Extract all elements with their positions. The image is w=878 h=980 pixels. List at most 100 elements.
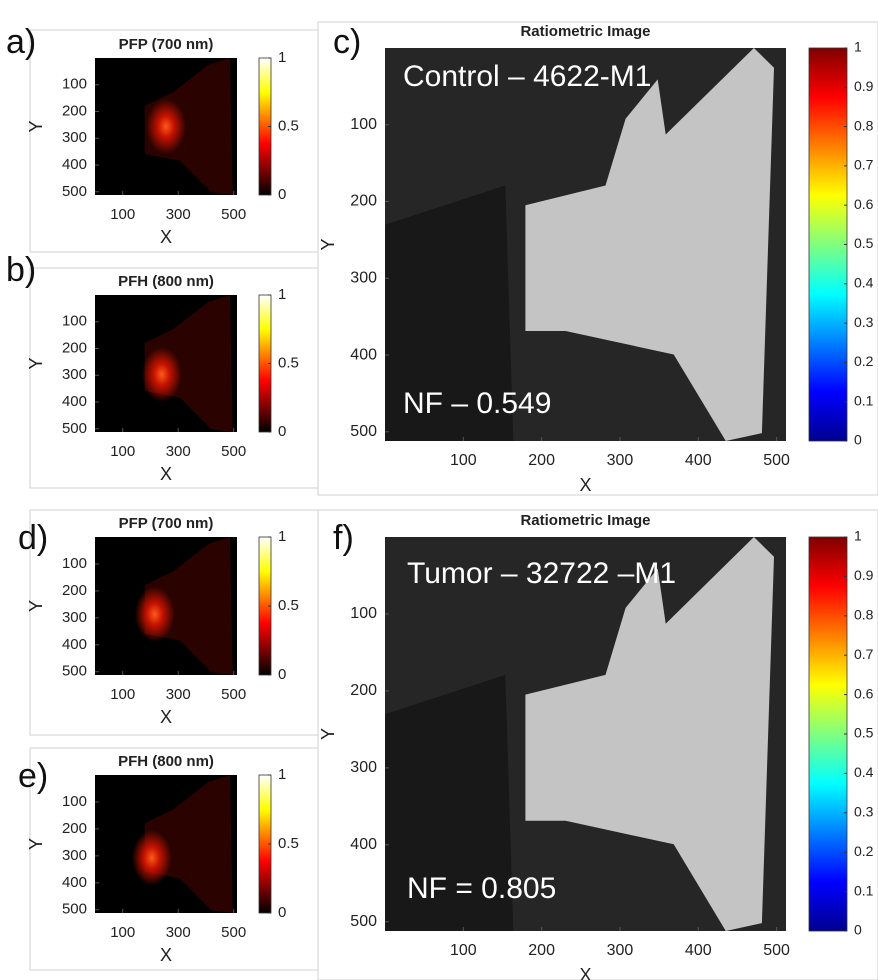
x-tick-label: 100 [110, 686, 135, 703]
tissue [525, 48, 774, 441]
colorbar-tick-label: 0.9 [854, 78, 874, 94]
chart-title: PFP (700 nm) [119, 515, 214, 532]
colorbar-tick-label: 0 [278, 904, 286, 921]
x-axis-label: X [160, 227, 172, 247]
tissue [144, 775, 233, 913]
x-tick-label: 500 [221, 206, 246, 223]
y-tick-label: 400 [350, 346, 377, 363]
colorbar-tick-label: 0.5 [278, 835, 299, 852]
x-tick-label: 400 [685, 942, 712, 959]
annotation: NF – 0.549 [403, 387, 551, 420]
y-tick-label: 500 [62, 663, 87, 680]
chart-title: PFP (700 nm) [119, 36, 214, 53]
x-tick-label: 100 [450, 942, 477, 959]
y-tick-label: 100 [350, 116, 377, 133]
x-axis-label: X [160, 945, 172, 965]
y-tick-label: 100 [62, 76, 87, 93]
colorbar-tick-label: 0 [278, 666, 286, 683]
y-tick-label: 300 [350, 269, 377, 286]
chart-title: PFH (800 nm) [118, 273, 214, 290]
colorbar-tick-label: 0 [854, 922, 862, 938]
colorbar-tick-label: 0.3 [854, 314, 874, 330]
panel-label: b) [6, 251, 36, 289]
y-tick-label: 100 [62, 793, 87, 810]
x-tick-label: 500 [763, 942, 790, 959]
y-tick-label: 500 [350, 423, 377, 440]
annotation: Tumor – 32722 –M1 [407, 557, 676, 590]
annotation: NF = 0.805 [407, 872, 556, 905]
colorbar-tick-label: 1 [854, 39, 862, 55]
y-tick-label: 500 [350, 913, 377, 930]
y-tick-label: 300 [350, 759, 377, 776]
colorbar-tick-label: 1 [278, 766, 286, 783]
signal [146, 99, 186, 154]
colorbar-tick-label: 0.5 [278, 354, 299, 371]
colorbar-tick-label: 0 [278, 186, 286, 203]
y-axis-label: Y [26, 600, 46, 612]
x-tick-label: 400 [685, 452, 712, 469]
y-tick-label: 400 [62, 393, 87, 410]
x-tick-label: 200 [528, 942, 555, 959]
colorbar-tick-label: 0.8 [854, 607, 874, 623]
colorbar-tick-label: 0.7 [854, 646, 874, 662]
chart-title: Ratiometric Image [520, 23, 650, 40]
x-axis-label: X [579, 965, 591, 980]
y-tick-label: 200 [62, 339, 87, 356]
x-tick-label: 100 [450, 452, 477, 469]
y-axis-label: Y [26, 120, 46, 132]
y-tick-label: 200 [62, 582, 87, 599]
x-tick-label: 300 [166, 206, 191, 223]
tissue [525, 537, 774, 931]
y-tick-label: 200 [62, 102, 87, 119]
signal [141, 347, 182, 402]
colorbar-tick-label: 0 [854, 432, 862, 448]
x-tick-label: 300 [607, 452, 634, 469]
colorbar-tick-label: 0.6 [854, 196, 874, 212]
y-axis-label: Y [318, 728, 338, 740]
x-tick-label: 500 [221, 443, 246, 460]
tissue [144, 295, 233, 432]
y-tick-label: 500 [62, 183, 87, 200]
y-tick-label: 400 [62, 636, 87, 653]
y-tick-label: 400 [62, 874, 87, 891]
x-tick-label: 300 [166, 686, 191, 703]
annotation: Control – 4622-M1 [403, 60, 651, 93]
y-axis-label: Y [26, 357, 46, 369]
y-tick-label: 100 [62, 555, 87, 572]
colorbar-tick-label: 0.4 [854, 764, 874, 780]
panel-frame [317, 21, 878, 496]
colorbar-tick-label: 0.5 [278, 117, 299, 134]
colorbar-tick-label: 0.5 [854, 235, 874, 251]
colorbar [808, 47, 848, 442]
cloth [385, 185, 514, 441]
x-tick-label: 300 [166, 443, 191, 460]
y-tick-label: 300 [62, 366, 87, 383]
x-tick-label: 500 [763, 452, 790, 469]
y-axis-label: Y [26, 838, 46, 850]
x-tick-label: 500 [221, 686, 246, 703]
y-tick-label: 500 [62, 420, 87, 437]
y-tick-label: 400 [62, 156, 87, 173]
y-tick-label: 500 [62, 901, 87, 918]
x-axis-label: X [160, 464, 172, 484]
colorbar-tick-label: 0.4 [854, 275, 874, 291]
y-tick-label: 400 [350, 836, 377, 853]
panel-label: f) [333, 519, 354, 557]
tissue [144, 58, 233, 195]
colorbar-tick-label: 0.7 [854, 157, 874, 173]
cloth [385, 674, 514, 931]
y-tick-label: 300 [62, 609, 87, 626]
y-tick-label: 200 [350, 193, 377, 210]
x-tick-label: 100 [110, 206, 135, 223]
signal [134, 586, 175, 642]
colorbar [808, 536, 848, 932]
x-tick-label: 500 [221, 924, 246, 941]
x-tick-label: 200 [528, 452, 555, 469]
signal [131, 830, 172, 886]
colorbar-tick-label: 0.9 [854, 567, 874, 583]
x-axis-label: X [579, 475, 591, 495]
y-tick-label: 300 [62, 129, 87, 146]
x-tick-label: 100 [110, 924, 135, 941]
x-tick-label: 100 [110, 443, 135, 460]
